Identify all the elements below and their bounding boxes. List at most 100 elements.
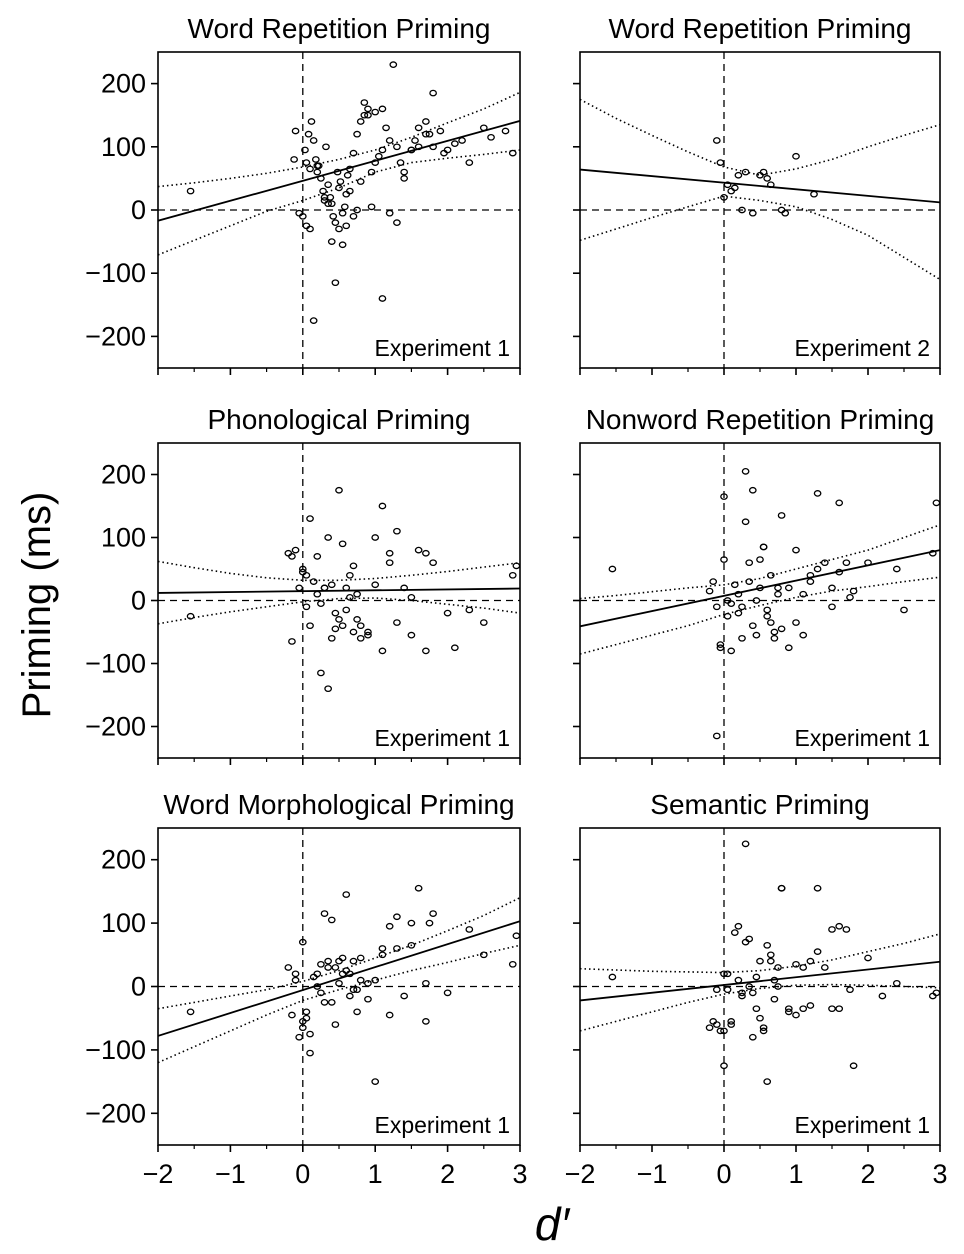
data-point — [770, 995, 779, 1003]
data-point — [317, 669, 325, 677]
data-point — [723, 181, 732, 189]
data-point — [487, 133, 495, 141]
data-point — [371, 534, 380, 541]
x-tick-label: 2 — [440, 1159, 455, 1189]
y-tick-label: 200 — [101, 845, 146, 875]
data-point — [327, 200, 336, 208]
data-point — [720, 556, 728, 563]
data-point — [371, 159, 380, 166]
data-point — [777, 625, 786, 633]
data-point — [340, 203, 349, 211]
data-point — [813, 948, 822, 955]
data-point — [329, 212, 338, 220]
data-point — [712, 137, 721, 144]
data-point — [734, 976, 743, 984]
data-point — [322, 143, 330, 151]
data-point — [306, 165, 314, 173]
ci-lower-line — [158, 149, 520, 256]
data-point — [378, 295, 387, 302]
y-tick-label: −100 — [85, 649, 146, 679]
data-point — [784, 1008, 793, 1016]
experiment-label: Experiment 1 — [374, 1112, 510, 1138]
data-point — [429, 89, 437, 97]
data-point — [364, 631, 372, 639]
data-point — [288, 638, 296, 645]
data-point — [338, 954, 347, 962]
data-point — [317, 989, 325, 997]
data-point — [291, 127, 300, 135]
data-point — [748, 209, 757, 217]
y-tick-label: −200 — [85, 712, 146, 742]
data-point — [311, 156, 320, 163]
data-point — [396, 159, 405, 166]
data-point — [425, 130, 434, 138]
data-point — [766, 957, 775, 965]
data-point — [346, 571, 354, 579]
data-point — [364, 979, 372, 987]
data-point — [748, 1033, 757, 1041]
data-point — [738, 989, 746, 997]
y-tick-label: −200 — [85, 1098, 146, 1128]
data-point — [346, 593, 354, 601]
data-point — [738, 206, 746, 214]
data-point — [290, 156, 298, 163]
regression-line — [580, 168, 940, 204]
data-point — [327, 581, 336, 589]
ci-upper-line — [158, 896, 520, 1010]
data-point — [304, 130, 313, 138]
data-point — [331, 964, 340, 971]
data-point — [720, 493, 728, 500]
data-point — [479, 951, 488, 959]
data-point — [338, 540, 347, 548]
data-point — [828, 603, 836, 611]
data-point — [842, 926, 851, 933]
data-point — [346, 187, 354, 195]
data-point — [335, 979, 343, 987]
data-point — [512, 932, 520, 940]
data-point — [327, 998, 336, 1006]
data-point — [356, 954, 365, 962]
data-point — [501, 127, 510, 135]
data-point — [828, 926, 836, 933]
data-point — [763, 606, 772, 614]
data-point — [716, 641, 725, 648]
data-point — [720, 194, 728, 201]
data-point — [429, 143, 437, 151]
data-point — [770, 634, 779, 642]
data-point — [759, 1024, 768, 1032]
data-point — [730, 581, 739, 589]
data-point — [777, 512, 786, 519]
data-point — [709, 578, 718, 585]
data-point — [338, 622, 347, 630]
data-point — [842, 559, 851, 567]
data-point — [770, 976, 779, 984]
data-point — [343, 171, 352, 179]
data-point — [806, 571, 815, 579]
data-point — [730, 184, 739, 192]
data-point — [309, 137, 318, 144]
data-point — [748, 989, 757, 997]
data-point — [745, 983, 754, 990]
x-tick-label: −1 — [215, 1159, 246, 1189]
data-point — [745, 578, 754, 585]
panel-title: Nonword Repetition Priming — [586, 404, 935, 435]
data-point — [414, 124, 423, 132]
data-point — [349, 212, 358, 220]
x-tick-label: 3 — [932, 1159, 947, 1189]
data-point — [400, 168, 409, 176]
data-point — [450, 140, 459, 147]
data-point — [810, 190, 818, 198]
data-point — [849, 1062, 858, 1070]
panel-3: 200 100 0 −100 −200 Phonological Priming Exper… — [85, 404, 521, 765]
x-axis-title: d′ — [535, 1198, 571, 1250]
data-point — [864, 559, 872, 567]
data-point — [712, 986, 721, 994]
data-point — [186, 1008, 195, 1016]
data-point — [741, 518, 750, 526]
data-point — [360, 99, 369, 106]
data-point — [313, 553, 322, 560]
data-point — [371, 1078, 380, 1085]
data-point — [763, 612, 772, 620]
data-point — [892, 979, 901, 987]
data-point — [799, 631, 808, 639]
